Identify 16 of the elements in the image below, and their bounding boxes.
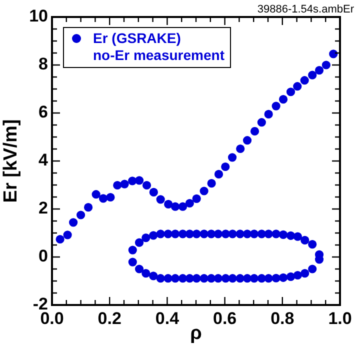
y-tick-label: 6 [38,102,48,122]
y-tick-label: 8 [38,54,48,74]
x-tick-label: 0.8 [270,308,294,328]
y-axis-title: Er [kV/m] [0,119,22,203]
legend-label: Er (GSRAKE) no-Er measurement [93,30,224,64]
text: 39886-1.54s.ambEr [257,4,354,16]
x-tick-label: 1.0 [328,308,352,328]
y-tick-label: 0 [38,246,48,266]
x-axis-title: ρ [190,322,202,344]
y-tick-label: 2 [38,198,48,218]
x-tick-label: 0.4 [155,308,180,328]
x-tick-label: 0.6 [212,308,237,328]
y-tick-label: 10 [29,6,48,26]
x-tick-label: 0.0 [40,308,64,328]
y-tick-label: 4 [38,150,49,170]
x-tick-label: 0.2 [98,308,122,328]
